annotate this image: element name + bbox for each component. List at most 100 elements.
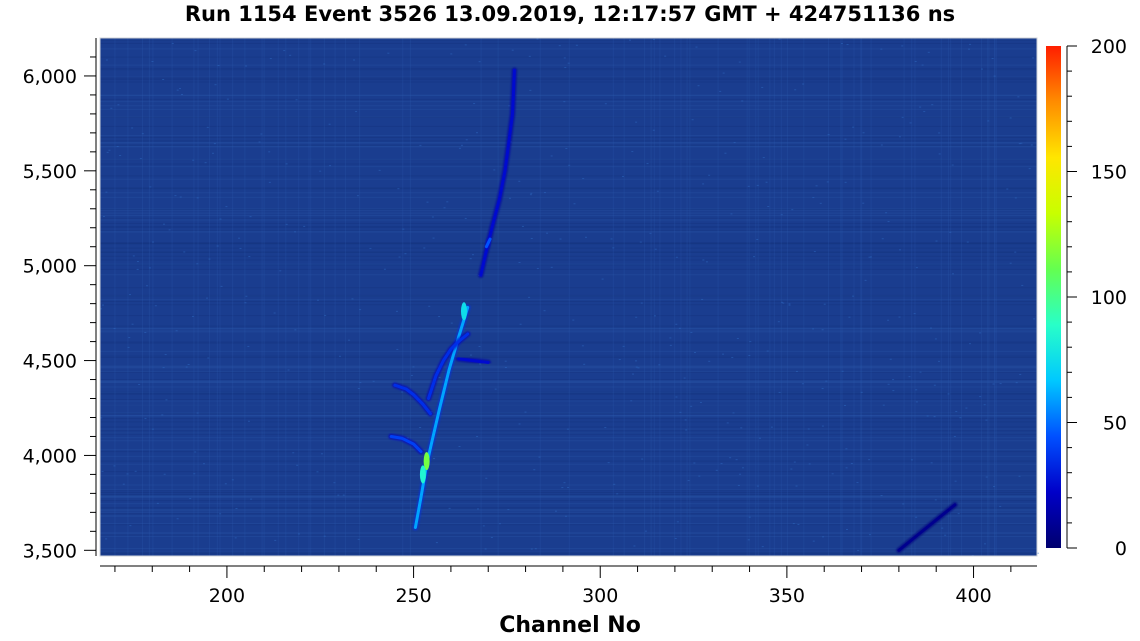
- noise-pixel: [179, 196, 182, 198]
- noise-pixel: [234, 537, 237, 539]
- noise-pixel: [524, 411, 527, 413]
- plot-frame: [99, 37, 1038, 557]
- noise-pixel: [435, 542, 438, 544]
- noise-pixel: [747, 185, 750, 187]
- noise-pixel: [969, 343, 972, 345]
- noise-pixel: [498, 523, 501, 525]
- noise-pixel: [258, 141, 261, 143]
- noise-pixel: [813, 251, 816, 253]
- noise-pixel: [691, 119, 694, 121]
- noise-pixel: [658, 364, 661, 366]
- noise-pixel: [778, 391, 781, 393]
- noise-pixel: [1009, 117, 1012, 119]
- noise-pixel: [695, 46, 698, 48]
- noise-pixel: [933, 416, 936, 418]
- noise-pixel: [850, 462, 853, 464]
- noise-pixel: [938, 132, 941, 134]
- noise-pixel: [154, 305, 157, 307]
- noise-pixel: [458, 445, 461, 447]
- noise-pixel: [742, 467, 745, 469]
- noise-pixel: [469, 258, 472, 260]
- noise-pixel: [494, 388, 497, 390]
- noise-pixel: [432, 237, 435, 239]
- noise-pixel: [324, 314, 327, 316]
- noise-pixel: [110, 107, 113, 109]
- noise-pixel: [857, 549, 860, 551]
- noise-pixel: [969, 43, 972, 45]
- noise-pixel: [561, 487, 564, 489]
- noise-pixel: [639, 241, 642, 243]
- noise-pixel: [161, 414, 164, 416]
- noise-pixel: [722, 72, 725, 74]
- noise-pixel: [822, 536, 825, 538]
- noise-pixel: [880, 48, 883, 50]
- noise-pixel: [528, 296, 531, 298]
- noise-pixel: [887, 383, 890, 385]
- noise-pixel: [536, 268, 539, 270]
- hot-spot: [460, 302, 467, 321]
- noise-pixel: [1019, 373, 1022, 375]
- noise-pixel: [144, 332, 147, 334]
- noise-pixel: [247, 345, 250, 347]
- noise-pixel: [196, 197, 199, 199]
- noise-pixel: [984, 543, 987, 545]
- noise-pixel: [687, 480, 690, 482]
- noise-pixel: [1017, 96, 1020, 98]
- noise-pixel: [941, 527, 944, 529]
- noise-pixel: [476, 508, 479, 510]
- noise-pixel: [690, 405, 693, 407]
- noise-pixel: [194, 451, 197, 453]
- noise-pixel: [927, 51, 930, 53]
- y-axis: 3,500 4,000 4,500 5,000 5,500 6,000: [23, 38, 97, 562]
- noise-pixel: [239, 247, 242, 249]
- noise-pixel: [869, 256, 872, 258]
- noise-pixel: [685, 429, 688, 431]
- noise-pixel: [342, 494, 345, 496]
- noise-pixel: [105, 59, 108, 61]
- noise-pixel: [565, 148, 568, 150]
- y-tick-label: 5,000: [23, 256, 77, 278]
- noise-pixel: [629, 39, 632, 41]
- noise-pixel: [206, 126, 209, 128]
- noise-pixel: [887, 221, 890, 223]
- noise-pixel: [475, 132, 478, 134]
- noise-pixel: [511, 49, 514, 51]
- noise-pixel: [183, 251, 186, 253]
- noise-pixel: [934, 499, 937, 501]
- noise-pixel: [134, 470, 137, 472]
- noise-pixel: [372, 380, 375, 382]
- noise-pixel: [323, 535, 326, 537]
- noise-pixel: [741, 100, 744, 102]
- noise-pixel: [635, 366, 638, 368]
- noise-pixel: [213, 143, 216, 145]
- noise-pixel: [957, 513, 960, 515]
- noise-pixel: [564, 67, 567, 69]
- noise-pixel: [919, 106, 922, 108]
- noise-pixel: [808, 463, 811, 465]
- noise-pixel: [529, 89, 532, 91]
- noise-pixel: [635, 360, 638, 362]
- noise-pixel: [151, 60, 154, 62]
- noise-pixel: [226, 98, 229, 100]
- noise-pixel: [979, 332, 982, 334]
- noise-pixel: [168, 229, 171, 231]
- plot-background: [100, 38, 1037, 556]
- noise-pixel: [250, 498, 253, 500]
- noise-pixel: [899, 249, 902, 251]
- noise-pixel: [731, 356, 734, 358]
- noise-pixel: [748, 516, 751, 518]
- plot-area: [99, 37, 1039, 557]
- noise-pixel: [478, 345, 481, 347]
- colorbar-tick-label: 150: [1091, 162, 1127, 184]
- noise-pixel: [944, 534, 947, 536]
- noise-pixel: [144, 417, 147, 419]
- noise-pixel: [931, 104, 934, 106]
- noise-pixel: [273, 312, 276, 314]
- noise-pixel: [550, 266, 553, 268]
- noise-pixel: [708, 360, 711, 362]
- noise-pixel: [926, 415, 929, 417]
- noise-pixel: [446, 201, 449, 203]
- noise-pixel: [530, 237, 533, 239]
- noise-pixel: [826, 181, 829, 183]
